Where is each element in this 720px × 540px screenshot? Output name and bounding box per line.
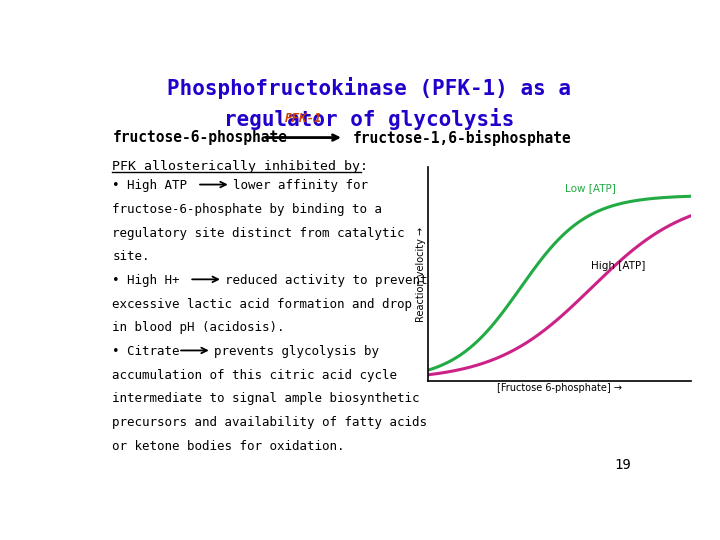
Text: fructose-6-phosphate by binding to a: fructose-6-phosphate by binding to a <box>112 203 382 216</box>
Text: PFK allosterically inhibited by:: PFK allosterically inhibited by: <box>112 160 369 173</box>
Text: lower affinity for: lower affinity for <box>233 179 368 192</box>
Text: High [ATP]: High [ATP] <box>591 261 646 272</box>
Text: or ketone bodies for oxidation.: or ketone bodies for oxidation. <box>112 440 345 453</box>
Text: Phosphofructokinase (PFK-1) as a: Phosphofructokinase (PFK-1) as a <box>167 77 571 99</box>
Text: • High ATP: • High ATP <box>112 179 187 192</box>
Text: reduced activity to prevent: reduced activity to prevent <box>225 274 428 287</box>
Text: excessive lactic acid formation and drop: excessive lactic acid formation and drop <box>112 298 413 310</box>
Text: Low [ATP]: Low [ATP] <box>565 184 616 193</box>
Text: 19: 19 <box>614 458 631 472</box>
Text: • High H+: • High H+ <box>112 274 180 287</box>
X-axis label: [Fructose 6-phosphate] →: [Fructose 6-phosphate] → <box>498 383 622 394</box>
Text: regulatory site distinct from catalytic: regulatory site distinct from catalytic <box>112 227 405 240</box>
Text: • Citrate: • Citrate <box>112 345 180 358</box>
Text: regulator of glycolysis: regulator of glycolysis <box>224 109 514 131</box>
Text: precursors and availability of fatty acids: precursors and availability of fatty aci… <box>112 416 428 429</box>
Text: intermediate to signal ample biosynthetic: intermediate to signal ample biosyntheti… <box>112 393 420 406</box>
Text: PFK-1: PFK-1 <box>285 112 323 125</box>
Y-axis label: Reaction velocity →: Reaction velocity → <box>415 226 426 322</box>
Text: fructose-1,6-bisphosphate: fructose-1,6-bisphosphate <box>352 130 571 146</box>
Text: site.: site. <box>112 250 150 263</box>
Text: accumulation of this citric acid cycle: accumulation of this citric acid cycle <box>112 369 397 382</box>
Text: fructose-6-phosphate: fructose-6-phosphate <box>112 130 287 145</box>
Text: in blood pH (acidosis).: in blood pH (acidosis). <box>112 321 285 334</box>
Text: prevents glycolysis by: prevents glycolysis by <box>214 345 379 358</box>
